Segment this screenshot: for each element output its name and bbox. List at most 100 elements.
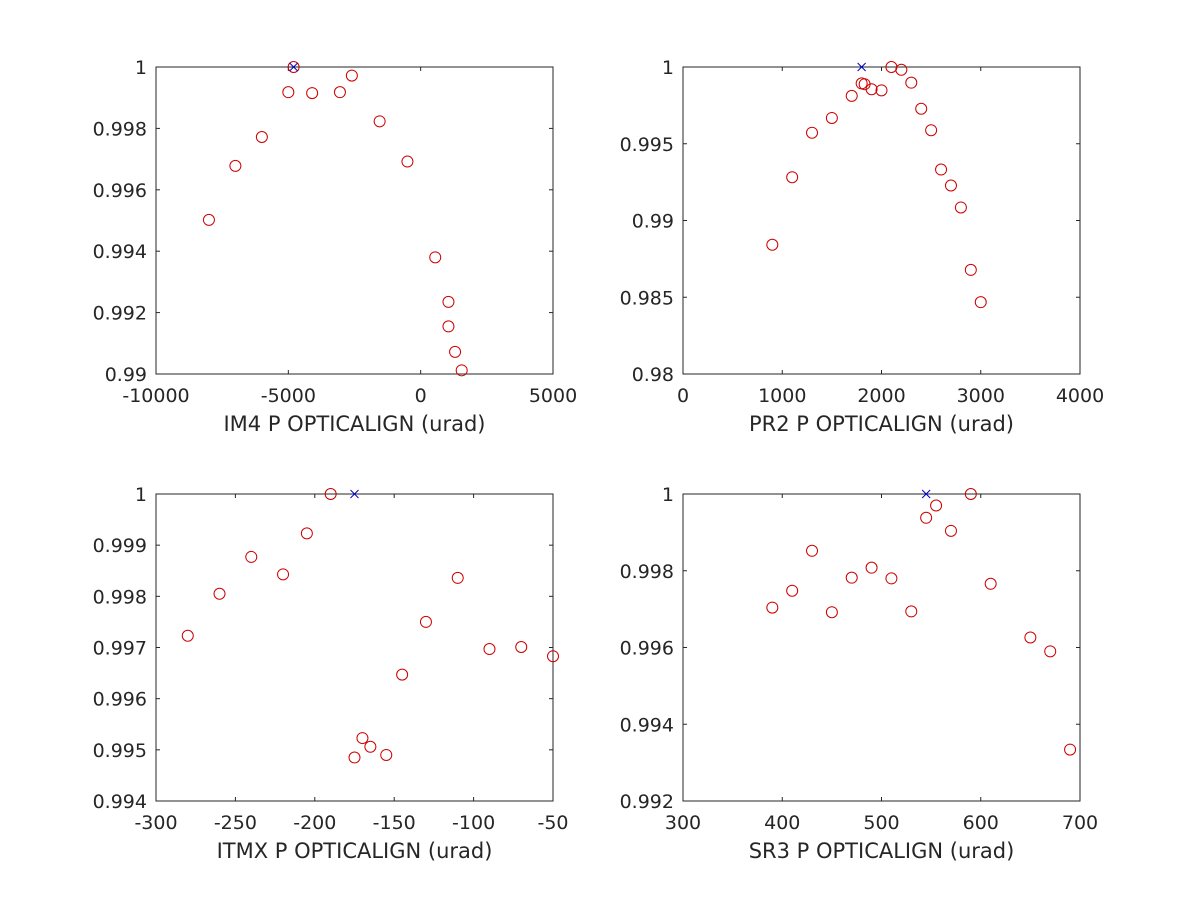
data-point [930, 499, 943, 512]
data-point [974, 296, 987, 309]
y-tick-label: 0.995 [93, 740, 147, 762]
best-point-marker [857, 62, 867, 72]
x-tick-label: 700 [1062, 812, 1098, 834]
x-tick-label: 500 [863, 812, 899, 834]
data-point [213, 587, 226, 600]
y-tick-label: 0.994 [620, 714, 674, 736]
data-point [944, 524, 957, 537]
data-point [1044, 645, 1057, 658]
data-point [786, 584, 799, 597]
x-tick-label: -100 [452, 812, 495, 834]
best-point-stroke [921, 489, 931, 499]
x-tick-label: -300 [134, 812, 177, 834]
y-tick-label: 0.992 [620, 791, 674, 813]
data-point [875, 84, 888, 97]
data-point [806, 126, 819, 139]
data-point [766, 601, 779, 614]
x-tick-label: 300 [665, 812, 701, 834]
data-point [483, 643, 496, 656]
x-tick-label: -50 [537, 812, 568, 834]
data-point [865, 83, 878, 96]
subplot-1: -10000 -5000 0 5000 0.99 0.992 0.994 0.996 0.998… [93, 57, 578, 436]
best-point-stroke [857, 62, 867, 72]
data-point [1064, 743, 1077, 756]
data-point [885, 572, 898, 585]
data-point [356, 732, 369, 745]
y-tick-label: 0.999 [93, 535, 147, 557]
data-point [245, 550, 258, 563]
best-point-stroke [289, 62, 298, 72]
x-tick-label: 4000 [1056, 385, 1104, 407]
x-tick-label: -250 [214, 812, 257, 834]
y-tick-label: 0.996 [620, 638, 674, 660]
y-tick-label: 0.997 [93, 638, 147, 660]
axes-frame [682, 493, 1081, 802]
x-tick-label: 0 [415, 385, 427, 407]
x-tick-label: 0 [677, 385, 689, 407]
data-point [442, 295, 455, 308]
data-point [547, 650, 559, 663]
best-point-marker [289, 62, 298, 72]
data-point [964, 488, 977, 500]
data-point [429, 251, 442, 264]
data-point [181, 629, 194, 642]
data-point [905, 76, 918, 89]
x-tick-label: -150 [373, 812, 416, 834]
data-point [419, 615, 432, 628]
data-point [1024, 631, 1037, 644]
x-tick-label: -200 [293, 812, 336, 834]
y-tick-label: 0.994 [93, 791, 147, 813]
y-tick-label: 1 [662, 484, 674, 506]
y-tick-label: 0.98 [632, 364, 674, 386]
data-point [287, 61, 300, 73]
x-tick-label: 2000 [857, 385, 905, 407]
subplot-4: 300 400 500 600 700 0.992 0.994 0.996 0.998 1 SR3 … [620, 484, 1099, 863]
x-axis-label: PR2 P OPTICALIGN (urad) [749, 412, 1014, 436]
axes-frame [155, 493, 554, 802]
subplot-2: 0 1000 2000 3000 4000 0.98 0.985 0.99 0.995 1 PR2 … [620, 57, 1105, 436]
data-point [845, 89, 858, 102]
data-point [825, 111, 838, 124]
y-tick-label: 0.99 [105, 364, 147, 386]
data-point [364, 740, 377, 753]
data-point [825, 606, 838, 619]
y-tick-label: 0.992 [93, 303, 147, 325]
y-tick-label: 0.998 [93, 586, 147, 608]
data-point [442, 320, 455, 333]
data-point [229, 159, 242, 172]
x-tick-label: 3000 [957, 385, 1005, 407]
data-point [380, 748, 393, 761]
best-point-stroke [350, 489, 359, 499]
data-point [954, 201, 967, 214]
x-tick-label: -10000 [122, 385, 189, 407]
y-tick-label: 0.994 [93, 241, 147, 263]
axes-frame [155, 66, 554, 375]
x-tick-label: 400 [764, 812, 800, 834]
x-axis-label: SR3 P OPTICALIGN (urad) [749, 839, 1015, 863]
data-point [396, 668, 409, 681]
y-tick-label: 1 [135, 57, 147, 79]
data-point [865, 561, 878, 574]
data-point [944, 179, 957, 192]
data-point [451, 571, 464, 584]
x-axis-label: ITMX P OPTICALIGN (urad) [217, 839, 493, 863]
data-point [984, 577, 997, 590]
data-point [915, 102, 928, 115]
data-point [345, 69, 358, 82]
data-point [401, 155, 414, 168]
y-tick-label: 0.985 [620, 287, 674, 309]
x-tick-label: -5000 [261, 385, 316, 407]
data-point [766, 238, 779, 251]
data-point [282, 86, 295, 99]
y-tick-label: 0.996 [93, 180, 147, 202]
data-point [935, 163, 948, 176]
best-point-marker [921, 489, 931, 499]
y-tick-label: 0.998 [93, 118, 147, 140]
data-point [255, 130, 268, 143]
axes-frame [682, 66, 1081, 375]
data-point [515, 640, 528, 653]
y-tick-label: 0.99 [632, 211, 674, 233]
x-tick-label: 1000 [758, 385, 806, 407]
data-point [845, 571, 858, 584]
